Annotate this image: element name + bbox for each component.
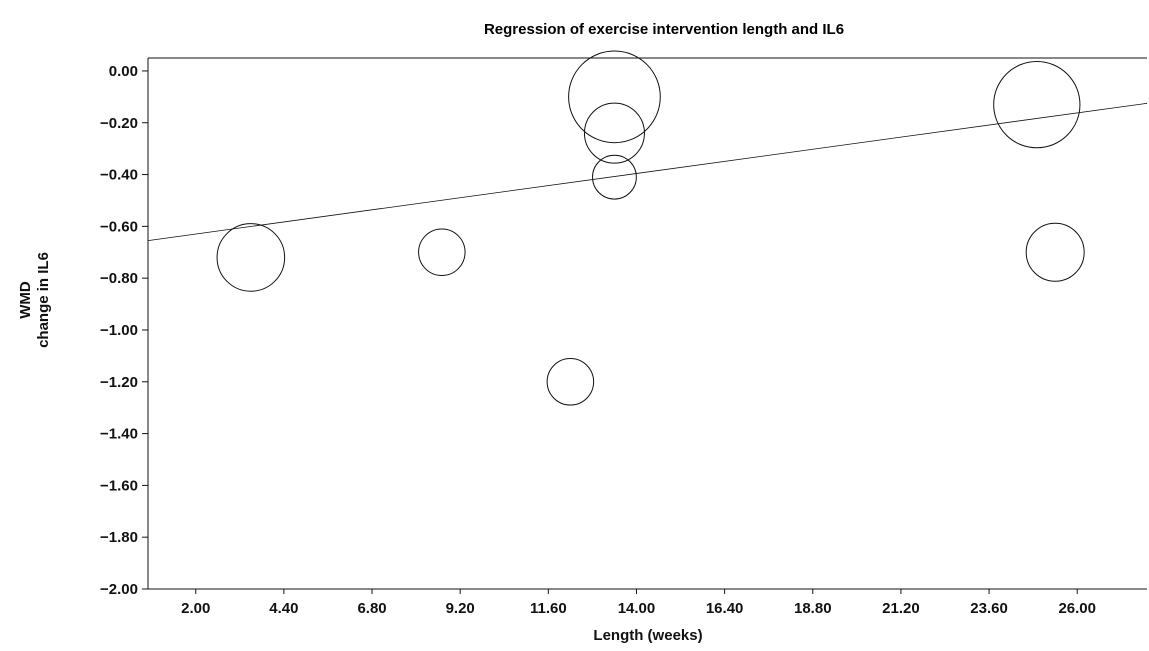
y-tick-label: −1.20 xyxy=(100,374,138,391)
bubble-point-6 xyxy=(568,50,661,144)
x-axis-ticks: 2.00 4.40 6.80 9.20 11.60 14.00 16.40 18.80 21.2… xyxy=(181,589,1096,617)
bubble-point-1 xyxy=(216,223,286,292)
y-tick-label: −0.80 xyxy=(100,270,138,287)
y-tick-label: −1.60 xyxy=(100,477,138,494)
x-tick-label: 21.20 xyxy=(882,600,920,617)
bubble-point-7 xyxy=(993,60,1081,149)
bubble-point-8 xyxy=(1025,222,1085,282)
x-tick-label: 11.60 xyxy=(530,600,567,617)
bubble-point-3 xyxy=(546,358,595,406)
y-tick-label: −0.60 xyxy=(100,218,138,235)
plot-frame xyxy=(147,57,1147,590)
x-tick-label: 26.00 xyxy=(1058,600,1096,617)
y-axis-label: WMD change in IL6 xyxy=(17,252,52,348)
x-tick-label: 4.40 xyxy=(269,600,298,617)
x-tick-label: 16.40 xyxy=(706,600,744,617)
y-tick-label: −1.00 xyxy=(100,322,138,339)
x-tick-label: 14.00 xyxy=(618,600,656,617)
y-axis-label-line-1: WMD xyxy=(17,281,34,319)
y-tick-label: −2.00 xyxy=(100,581,138,598)
regression-line xyxy=(147,102,1148,242)
bubble-point-2 xyxy=(418,228,466,277)
y-tick-label: −0.20 xyxy=(100,115,138,132)
bubble-series xyxy=(216,50,1085,406)
chart-title: Regression of exercise intervention leng… xyxy=(484,21,844,38)
y-tick-label: 0.00 xyxy=(109,63,138,80)
x-tick-label: 9.20 xyxy=(446,600,475,617)
bubble-point-4 xyxy=(592,154,637,200)
y-tick-label: −1.40 xyxy=(100,426,138,443)
x-tick-label: 23.60 xyxy=(970,600,1008,617)
x-tick-label: 2.00 xyxy=(181,600,210,617)
y-tick-label: −1.80 xyxy=(100,529,138,546)
x-tick-label: 18.80 xyxy=(794,600,832,617)
bubble-point-5 xyxy=(583,102,645,164)
x-axis-label: Length (weeks) xyxy=(593,627,702,644)
y-tick-label: −0.40 xyxy=(100,167,138,184)
y-axis-label-line-2: change in IL6 xyxy=(35,252,52,348)
y-axis-ticks: 0.00 −0.20 −0.40 −0.60 −0.80 −1.00 −1.20 −1.40 −… xyxy=(100,63,148,598)
x-tick-label: 6.80 xyxy=(357,600,386,617)
